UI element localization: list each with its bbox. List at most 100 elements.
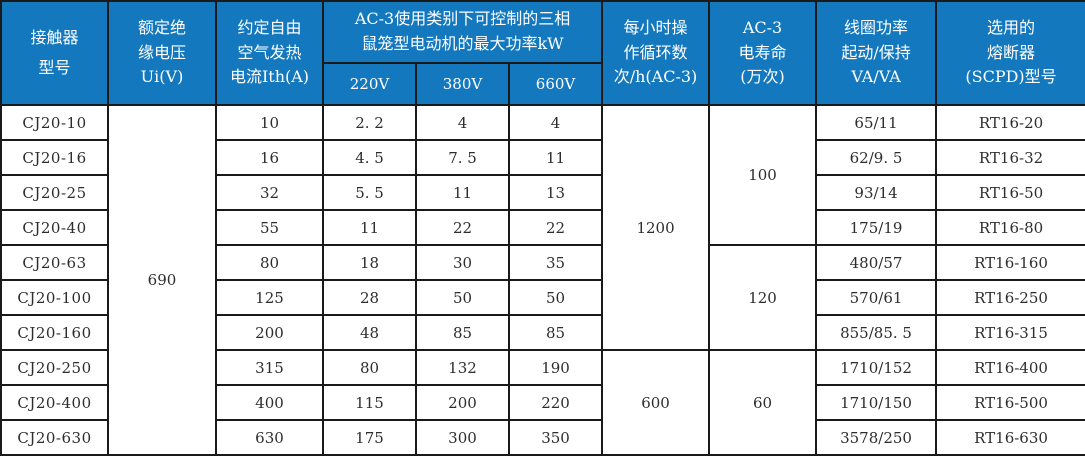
cell-electrical-life: 60 <box>708 349 818 456</box>
cell-power-380v: 300 <box>415 419 510 456</box>
cell-power-220v: 28 <box>322 279 417 316</box>
cell-power-380v: 11 <box>415 174 510 211</box>
cell-coil-power: 855/85. 5 <box>815 314 938 351</box>
cell-power-220v: 2. 2 <box>322 104 417 141</box>
cell-coil-power: 480/57 <box>815 244 938 281</box>
header-line: VA/VA <box>851 67 901 87</box>
header-line: 选用的 <box>987 17 1036 37</box>
cell-coil-power: 570/61 <box>815 279 938 316</box>
cell-power-380v: 200 <box>415 384 510 421</box>
cell-power-660v: 190 <box>507 349 604 386</box>
header-660v: 660V <box>507 62 604 106</box>
cell-model: CJ20-630 <box>0 419 109 456</box>
cell-power-660v: 35 <box>507 244 604 281</box>
header-line: 电流Ith(A) <box>229 67 310 87</box>
cell-power-660v: 13 <box>507 174 604 211</box>
cell-power-380v: 50 <box>415 279 510 316</box>
cell-insulation-voltage: 690 <box>107 104 217 456</box>
header-line: AC-3 <box>742 17 783 37</box>
cell-fuse-model: RT16-400 <box>935 349 1085 386</box>
cell-power-660v: 85 <box>507 314 604 351</box>
cell-coil-power: 1710/150 <box>815 384 938 421</box>
cell-power-380v: 22 <box>415 209 510 246</box>
header-insulation-voltage: 额定绝 缘电压 Ui(V) <box>107 0 217 106</box>
table-row: CJ20-10 690 10 2. 2 4 4 1200 100 65/11 R… <box>0 104 1085 456</box>
cell-fuse-model: RT16-160 <box>935 244 1085 281</box>
cell-power-660v: 4 <box>507 104 604 141</box>
cell-electrical-life: 120 <box>708 244 818 351</box>
cell-power-220v: 48 <box>322 314 417 351</box>
cell-ith-current: 125 <box>215 279 324 316</box>
cell-ith-current: 32 <box>215 174 324 211</box>
table-row: CJ20-400 400 115 200 220 1710/150 RT16-5… <box>0 384 1085 421</box>
cell-ith-current: 630 <box>215 419 324 456</box>
header-line: 接触器 <box>30 27 79 47</box>
cell-cycles-per-hour: 1200 <box>601 104 711 351</box>
cell-power-220v: 5. 5 <box>322 174 417 211</box>
cell-coil-power: 93/14 <box>815 174 938 211</box>
header-line: 电寿命 <box>738 42 787 62</box>
header-line: 熔断器 <box>987 42 1036 62</box>
cell-model: CJ20-160 <box>0 314 109 351</box>
cell-fuse-model: RT16-630 <box>935 419 1085 456</box>
cell-model: CJ20-400 <box>0 384 109 421</box>
cell-coil-power: 62/9. 5 <box>815 139 938 176</box>
cell-fuse-model: RT16-80 <box>935 209 1085 246</box>
cell-fuse-model: RT16-250 <box>935 279 1085 316</box>
table-row: CJ20-40 55 11 22 22 175/19 RT16-80 <box>0 209 1085 246</box>
cell-fuse-model: RT16-50 <box>935 174 1085 211</box>
cell-ith-current: 10 <box>215 104 324 141</box>
cell-electrical-life: 100 <box>708 104 818 246</box>
header-contactor-model: 接触器 型号 <box>0 0 109 106</box>
cell-ith-current: 16 <box>215 139 324 176</box>
table-row: CJ20-25 32 5. 5 11 13 93/14 RT16-50 <box>0 174 1085 211</box>
header-row-sub: 220V 380V 660V <box>1 62 1085 106</box>
header-line: 型号 <box>38 58 71 77</box>
cell-power-220v: 18 <box>322 244 417 281</box>
cell-power-380v: 85 <box>415 314 510 351</box>
header-line: 额定绝 <box>137 17 186 37</box>
header-line: AC-3使用类别下可控制的三相 <box>354 9 571 29</box>
header-electrical-life: AC-3 电寿命 (万次) <box>708 0 818 106</box>
cell-cycles-per-hour: 600 <box>601 349 711 456</box>
cell-model: CJ20-10 <box>0 104 109 141</box>
header-line: 约定自由 <box>237 17 302 37</box>
header-thermal-current: 约定自由 空气发热 电流Ith(A) <box>215 0 324 106</box>
header-380v: 380V <box>415 62 510 106</box>
cell-ith-current: 55 <box>215 209 324 246</box>
header-220v: 220V <box>322 62 417 106</box>
header-line: (SCPD)型号 <box>965 67 1057 87</box>
cell-model: CJ20-250 <box>0 349 109 386</box>
cell-coil-power: 1710/152 <box>815 349 938 386</box>
cell-power-380v: 4 <box>415 104 510 141</box>
cell-power-380v: 30 <box>415 244 510 281</box>
cell-ith-current: 80 <box>215 244 324 281</box>
cell-ith-current: 315 <box>215 349 324 386</box>
cell-model: CJ20-63 <box>0 244 109 281</box>
cell-model: CJ20-25 <box>0 174 109 211</box>
cell-power-380v: 132 <box>415 349 510 386</box>
header-row-main: 接触器 型号 额定绝 缘电压 Ui(V) 约定自由 空气发热 电流Ith(A) … <box>0 0 1085 106</box>
header-line: 次/h(AC-3) <box>613 67 698 87</box>
header-line: 空气发热 <box>237 42 302 62</box>
table-row: CJ20-16 16 4. 5 7. 5 11 62/9. 5 RT16-32 <box>0 139 1085 176</box>
cell-fuse-model: RT16-20 <box>935 104 1085 141</box>
cell-fuse-model: RT16-500 <box>935 384 1085 421</box>
cell-power-220v: 4. 5 <box>322 139 417 176</box>
header-line: 作循环数 <box>623 42 688 62</box>
cell-model: CJ20-40 <box>0 209 109 246</box>
cell-power-660v: 11 <box>507 139 604 176</box>
cell-power-220v: 175 <box>322 419 417 456</box>
cell-fuse-model: RT16-32 <box>935 139 1085 176</box>
cell-coil-power: 65/11 <box>815 104 938 141</box>
header-line: 起动/保持 <box>841 42 911 62</box>
table-row: CJ20-100 125 28 50 50 570/61 RT16-250 <box>0 279 1085 316</box>
header-coil-power: 线圈功率 起动/保持 VA/VA <box>815 0 938 106</box>
cell-fuse-model: RT16-315 <box>935 314 1085 351</box>
table-row: CJ20-63 80 18 30 35 120 480/57 RT16-160 <box>0 244 1085 351</box>
cell-power-220v: 80 <box>322 349 417 386</box>
header-line: 线圈功率 <box>844 17 909 37</box>
cell-model: CJ20-16 <box>0 139 109 176</box>
